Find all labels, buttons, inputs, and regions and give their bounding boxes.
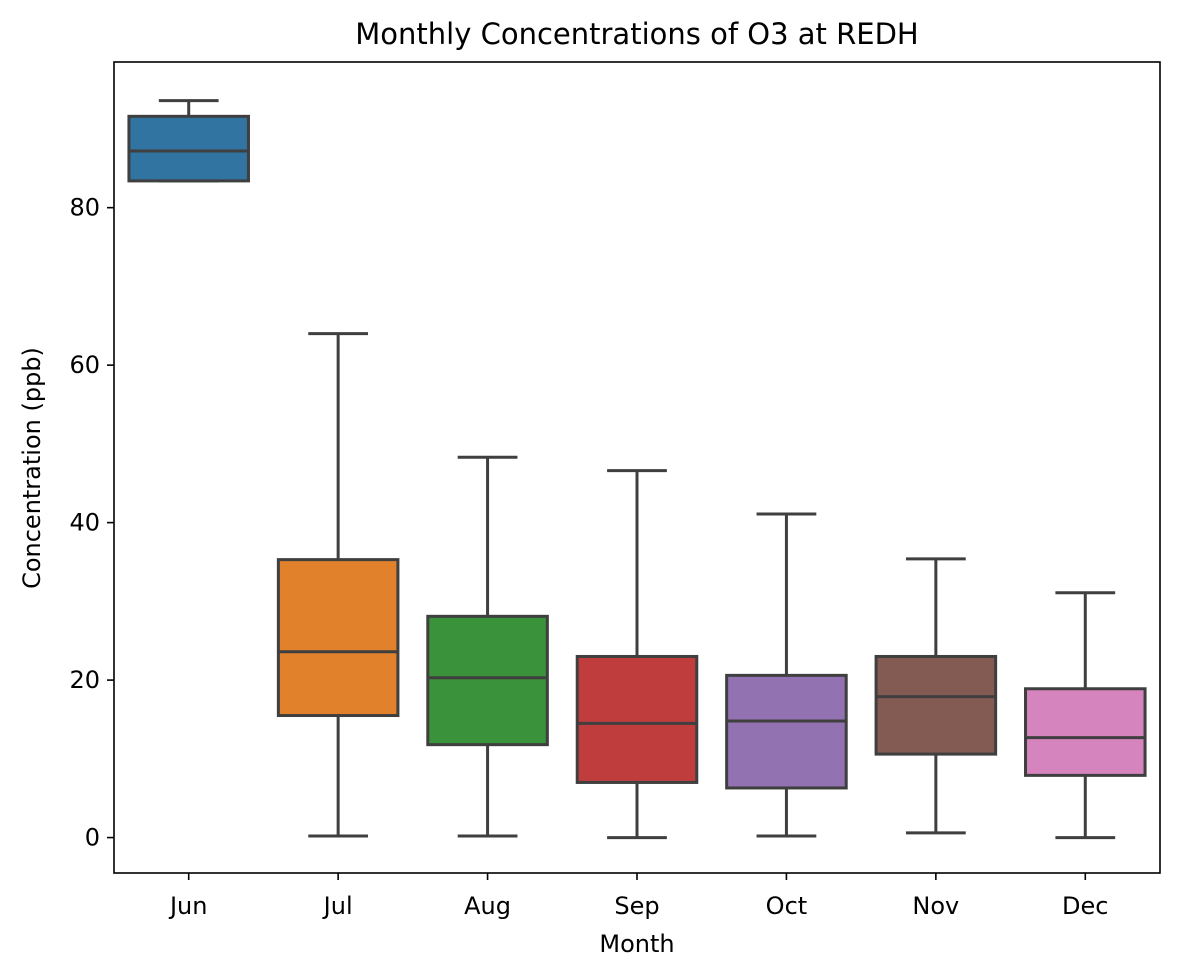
x-tick-label-dec: Dec <box>1062 892 1108 920</box>
y-tick-label: 40 <box>69 509 100 537</box>
x-tick-label-nov: Nov <box>912 892 959 920</box>
x-tick-label-aug: Aug <box>464 892 511 920</box>
x-tick-label-jun: Jun <box>168 892 208 920</box>
box-jul <box>276 558 400 718</box>
box-sep <box>575 654 699 784</box>
box-dec <box>1024 687 1147 777</box>
x-tick-label-oct: Oct <box>766 892 808 920</box>
y-axis-label: Concentration (ppb) <box>18 347 46 589</box>
plot-area: 0 20 40 60 80 Jun Jul Aug Sep Oct Nov Dec <box>69 61 1161 920</box>
box-oct <box>725 673 848 790</box>
box-aug <box>426 614 549 747</box>
y-tick-label: 60 <box>69 351 100 379</box>
x-axis-label: Month <box>599 930 674 958</box>
chart-title: Monthly Concentrations of O3 at REDH <box>355 17 918 51</box>
x-tick-label-jul: Jul <box>322 892 353 920</box>
box-jun <box>127 114 250 183</box>
y-tick-label: 0 <box>85 824 100 852</box>
box-nov <box>874 654 998 756</box>
x-tick-label-sep: Sep <box>614 892 659 920</box>
y-tick-label: 80 <box>69 194 100 222</box>
y-tick-label: 20 <box>69 666 100 694</box>
